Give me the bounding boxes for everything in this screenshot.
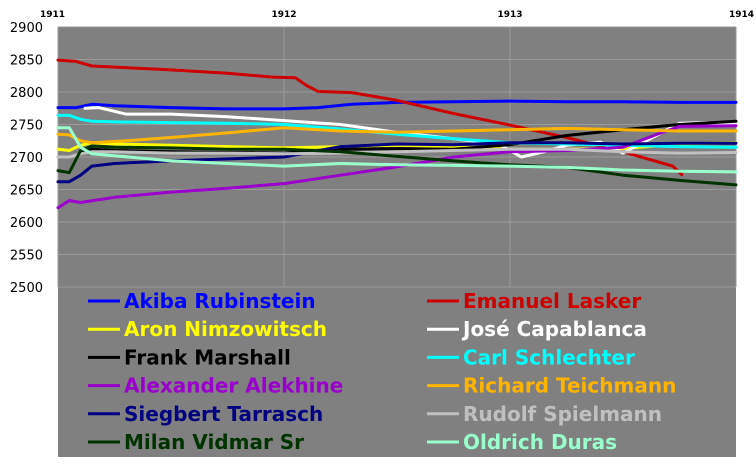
y-tick-label: 2900: [10, 21, 43, 36]
x-tick-label: 1913: [497, 10, 522, 20]
legend-label: Milan Vidmar Sr: [124, 430, 304, 454]
y-tick-label: 2550: [10, 249, 43, 264]
legend-label: Carl Schlechter: [463, 345, 635, 369]
y-tick-label: 2800: [10, 86, 43, 101]
series-line-alexander-alekhine: [56, 124, 738, 210]
y-tick-label: 2850: [10, 54, 43, 69]
legend: Akiba Rubinstein Emanuel Lasker Aron Nimzo…: [88, 289, 676, 454]
legend-item: Siegbert Tarrasch: [88, 402, 323, 426]
legend-label: José Capablanca: [461, 317, 647, 341]
x-tick-label: 1911: [40, 10, 65, 20]
legend-item: Oldrich Duras: [427, 430, 617, 454]
y-tick-label: 2500: [10, 281, 43, 296]
y-tick-label: 2600: [10, 216, 43, 231]
legend-item: Richard Teichmann: [427, 374, 676, 398]
series-line-rudolf-spielmann: [56, 147, 738, 159]
legend-item: Akiba Rubinstein: [88, 289, 316, 313]
legend-area: [58, 287, 736, 457]
series-line-oldrich-duras: [56, 126, 738, 174]
series-line-richard-teichmann: [56, 126, 738, 145]
x-tick-label: 1914: [729, 10, 754, 20]
series-line-emanuel-lasker: [56, 58, 684, 177]
series-lines: [56, 58, 738, 210]
x-axis-tick-labels: 1911 1912 1913 1914: [40, 10, 754, 20]
legend-item: Alexander Alekhine: [88, 374, 343, 398]
legend-label: Richard Teichmann: [463, 374, 676, 398]
legend-label: Siegbert Tarrasch: [124, 402, 323, 426]
legend-label: Alexander Alekhine: [124, 374, 343, 398]
y-axis-tick-labels: 2500 2550 2600 2650 2700 2750 2800 2850 2900: [10, 21, 43, 296]
y-tick-label: 2700: [10, 151, 43, 166]
series-line-akiba-rubinstein: [56, 99, 738, 111]
legend-item: Rudolf Spielmann: [427, 402, 662, 426]
y-tick-label: 2750: [10, 119, 43, 134]
legend-item: Milan Vidmar Sr: [88, 430, 304, 454]
legend-label: Aron Nimzowitsch: [124, 317, 327, 341]
y-tick-label: 2650: [10, 184, 43, 199]
legend-label: Emanuel Lasker: [463, 289, 641, 313]
legend-label: Frank Marshall: [124, 345, 291, 369]
x-tick-label: 1912: [271, 10, 296, 20]
legend-item: Frank Marshall: [88, 345, 291, 369]
legend-label: Rudolf Spielmann: [463, 402, 662, 426]
legend-item: Emanuel Lasker: [427, 289, 641, 313]
series-line-milan-vidmar-sr: [56, 144, 738, 187]
grid-lines: [57, 26, 737, 288]
legend-item: Carl Schlechter: [427, 345, 635, 369]
legend-item: Aron Nimzowitsch: [88, 317, 327, 341]
legend-label: Oldrich Duras: [463, 430, 617, 454]
legend-item: José Capablanca: [427, 317, 647, 341]
legend-label: Akiba Rubinstein: [124, 289, 316, 313]
